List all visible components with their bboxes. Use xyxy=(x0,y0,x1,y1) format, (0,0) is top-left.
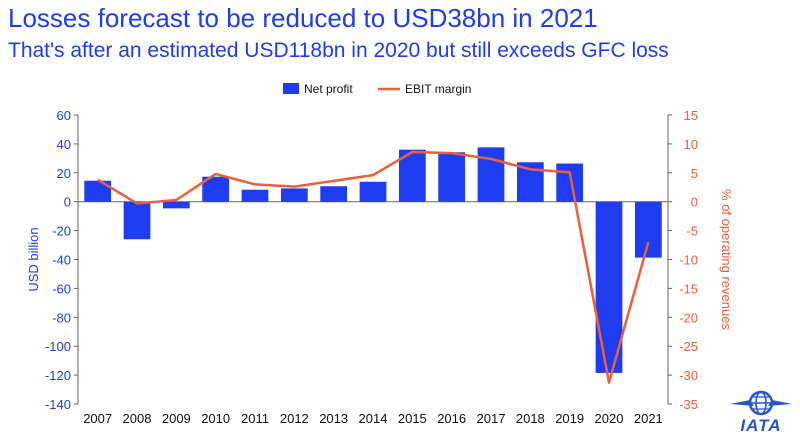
logo-text: IATA xyxy=(740,416,782,435)
y2-tick-label: -25 xyxy=(679,339,698,354)
y-tick-label: -60 xyxy=(52,281,71,296)
bar-net-profit xyxy=(123,201,151,240)
y2-tick-label: -30 xyxy=(679,368,698,383)
y-tick-label: -100 xyxy=(45,339,71,354)
y2-tick-label: 15 xyxy=(684,108,698,123)
chart-subtitle: That's after an estimated USD118bn in 20… xyxy=(8,39,669,62)
bar-net-profit xyxy=(634,201,662,258)
y2-tick-label: -15 xyxy=(679,281,698,296)
x-tick-label: 2020 xyxy=(595,411,624,426)
bar-net-profit xyxy=(241,189,269,202)
x-tick-label: 2017 xyxy=(477,411,506,426)
bar-net-profit xyxy=(162,201,190,209)
bar-net-profit xyxy=(359,181,387,202)
y-tick-label: 40 xyxy=(57,137,71,152)
x-tick-label: 2015 xyxy=(398,411,427,426)
y2-tick-label: 10 xyxy=(684,137,698,152)
x-tick-label: 2010 xyxy=(201,411,230,426)
y-axis-title: USD billion xyxy=(26,227,41,291)
globe-wings-icon xyxy=(730,390,792,416)
y2-tick-label: -20 xyxy=(679,310,698,325)
bar-net-profit xyxy=(438,152,466,202)
y-tick-label: -20 xyxy=(52,224,71,239)
iata-logo: IATA xyxy=(728,390,794,436)
y2-tick-label: -5 xyxy=(686,224,698,239)
bar-net-profit xyxy=(280,188,308,202)
y-tick-label: -120 xyxy=(45,368,71,383)
x-tick-label: 2018 xyxy=(516,411,545,426)
y-tick-label: 20 xyxy=(57,166,71,181)
chart-title: Losses forecast to be reduced to USD38bn… xyxy=(8,3,598,33)
x-tick-label: 2014 xyxy=(359,411,388,426)
x-tick-label: 2007 xyxy=(83,411,112,426)
y-tick-label: 0 xyxy=(64,195,71,210)
bar-net-profit xyxy=(595,201,623,373)
y-tick-label: -40 xyxy=(52,253,71,268)
x-tick-label: 2019 xyxy=(555,411,584,426)
x-tick-label: 2008 xyxy=(123,411,152,426)
line-ebit-margin xyxy=(97,150,650,384)
y2-tick-label: 5 xyxy=(691,166,698,181)
bar-net-profit xyxy=(84,180,112,202)
x-tick-label: 2012 xyxy=(280,411,309,426)
legend-label-net-profit: Net profit xyxy=(304,82,353,96)
y-tick-label: 60 xyxy=(57,108,71,123)
x-tick-label: 2009 xyxy=(162,411,191,426)
y-tick-label: -80 xyxy=(52,310,71,325)
x-tick-label: 2011 xyxy=(241,411,269,426)
y2-axis-title: % of operating revenues xyxy=(719,189,734,330)
bar-net-profit xyxy=(477,147,505,202)
bar-net-profit xyxy=(556,163,584,202)
y-tick-label: -140 xyxy=(45,397,71,412)
x-tick-label: 2021 xyxy=(634,411,663,426)
y2-tick-label: -35 xyxy=(679,397,698,412)
x-tick-label: 2013 xyxy=(319,411,348,426)
bar-net-profit xyxy=(320,186,348,202)
x-tick-label: 2016 xyxy=(437,411,466,426)
y2-tick-label: -10 xyxy=(679,253,698,268)
legend-swatch-net-profit xyxy=(283,83,299,94)
legend-label-ebit-margin: EBIT margin xyxy=(405,82,471,96)
y2-tick-label: 0 xyxy=(691,195,698,210)
